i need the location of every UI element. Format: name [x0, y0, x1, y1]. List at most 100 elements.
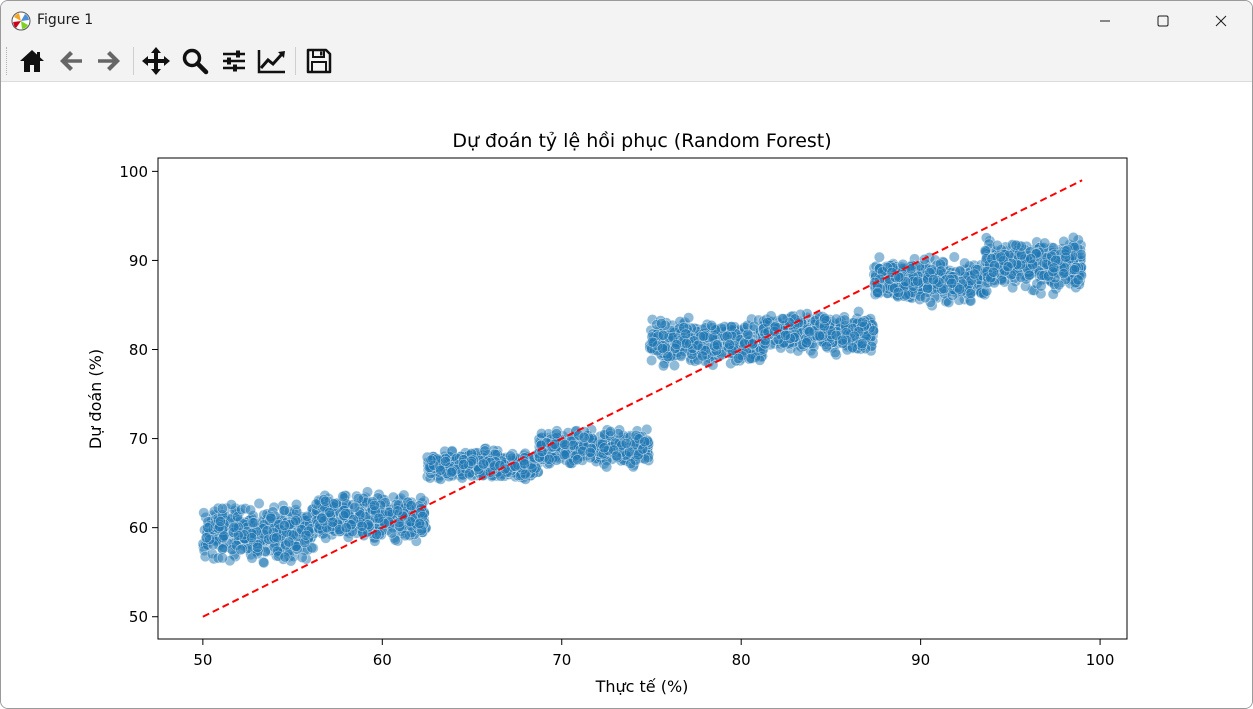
scatter-point [477, 458, 489, 470]
scatter-point [1025, 253, 1037, 265]
scatter-point [386, 527, 398, 539]
scatter-point [867, 325, 879, 336]
toolbar-grip[interactable] [6, 47, 10, 75]
scatter-point [935, 265, 947, 277]
scatter-point [252, 541, 264, 553]
home-button[interactable] [15, 44, 49, 78]
scatter-point [425, 454, 437, 466]
scatter-point [393, 517, 405, 529]
scatter-point [646, 354, 658, 366]
scatter-point [965, 288, 976, 300]
sliders-icon [223, 50, 245, 72]
scatter-point [290, 515, 302, 527]
scatter-point [697, 350, 709, 362]
scatter-point [745, 352, 757, 364]
scatter-point [639, 436, 651, 448]
scatter-point [218, 530, 230, 542]
scatter-point [216, 552, 228, 564]
chart-title: Dự đoán tỷ lệ hồi phục (Random Forest) [452, 130, 831, 152]
scatter-point [519, 468, 531, 480]
scatter-point [572, 454, 584, 466]
scatter-point [657, 342, 669, 354]
scatter-point [216, 503, 228, 514]
scatter-point [711, 339, 723, 351]
scatter-point [747, 338, 759, 350]
minimize-icon [1100, 20, 1110, 22]
scatter-point [680, 328, 692, 340]
minimize-button[interactable] [1076, 1, 1134, 41]
x-tick-label: 50 [193, 651, 212, 669]
window-title: Figure 1 [37, 12, 94, 28]
title-bar[interactable]: Figure 1 [1, 1, 1252, 41]
scatter-point [605, 426, 616, 437]
scatter-point [559, 439, 571, 450]
scatter-point [1067, 232, 1079, 243]
scatter-point [578, 431, 590, 443]
scatter-point [340, 522, 352, 534]
scatter-point [1035, 280, 1047, 292]
line-chart-icon [257, 50, 285, 74]
scatter-point [247, 517, 259, 529]
toolbar-separator [295, 47, 296, 75]
scatter-point [905, 263, 917, 275]
scatter-point [801, 337, 812, 349]
scatter-point [611, 450, 623, 462]
scatter-point [1002, 261, 1014, 273]
zoom-button[interactable] [178, 44, 212, 78]
back-button[interactable] [54, 44, 88, 78]
close-button[interactable] [1192, 1, 1250, 41]
scatter-point [228, 521, 240, 533]
pan-button[interactable] [139, 44, 173, 78]
edit-axis-button[interactable] [255, 44, 289, 78]
close-icon [1215, 15, 1227, 27]
scatter-point [836, 334, 848, 346]
scatter-point [948, 251, 960, 263]
home-icon [20, 50, 44, 72]
x-tick-label: 80 [732, 651, 751, 669]
toolbar-separator [133, 47, 134, 75]
save-button[interactable] [302, 44, 336, 78]
scatter-point [625, 458, 637, 470]
x-tick-label: 90 [911, 651, 930, 669]
y-axis-ticks: 50 60 70 80 90 100 [119, 163, 158, 626]
figure-canvas[interactable]: Dự đoán tỷ lệ hồi phục (Random Forest) 5… [1, 82, 1252, 708]
forward-button[interactable] [92, 44, 126, 78]
scatter-point [946, 277, 958, 289]
scatter-point [829, 347, 841, 359]
scatter-point [991, 239, 1003, 251]
x-axis-label: Thực tế (%) [595, 677, 689, 696]
scatter-point [373, 512, 385, 524]
configure-subplots-button[interactable] [217, 44, 251, 78]
scatter-point [819, 312, 831, 324]
scatter-point [440, 456, 452, 467]
scatter-point [821, 341, 832, 353]
scatter-point [742, 328, 754, 340]
x-tick-label: 70 [552, 651, 571, 669]
scatter-point [922, 282, 934, 294]
scatter-point [706, 320, 718, 331]
scatter-point [214, 515, 226, 527]
scatter-point [202, 522, 214, 534]
scatter-point [235, 544, 247, 556]
scatter-point [807, 348, 819, 359]
maximize-button[interactable] [1134, 1, 1192, 41]
x-tick-label: 60 [373, 651, 392, 669]
scatter-point [265, 512, 277, 524]
scatter-point [551, 428, 562, 440]
scatter-point [872, 287, 884, 298]
scatter-point [655, 318, 667, 330]
scatter-point [327, 516, 339, 528]
scatter-point [1039, 237, 1051, 249]
scatter-point [646, 336, 658, 348]
scatter-point [987, 266, 999, 278]
scatter-point [856, 316, 868, 328]
scatter-point [337, 491, 349, 502]
scatter-point [392, 505, 404, 517]
scatter-point [927, 274, 939, 286]
scatter-point [919, 292, 931, 304]
y-tick-label: 100 [119, 163, 148, 181]
scatter-point [399, 530, 411, 542]
scatter-chart[interactable]: Dự đoán tỷ lệ hồi phục (Random Forest) 5… [1, 82, 1252, 708]
scatter-point [1060, 245, 1072, 257]
scatter-point [278, 520, 290, 531]
